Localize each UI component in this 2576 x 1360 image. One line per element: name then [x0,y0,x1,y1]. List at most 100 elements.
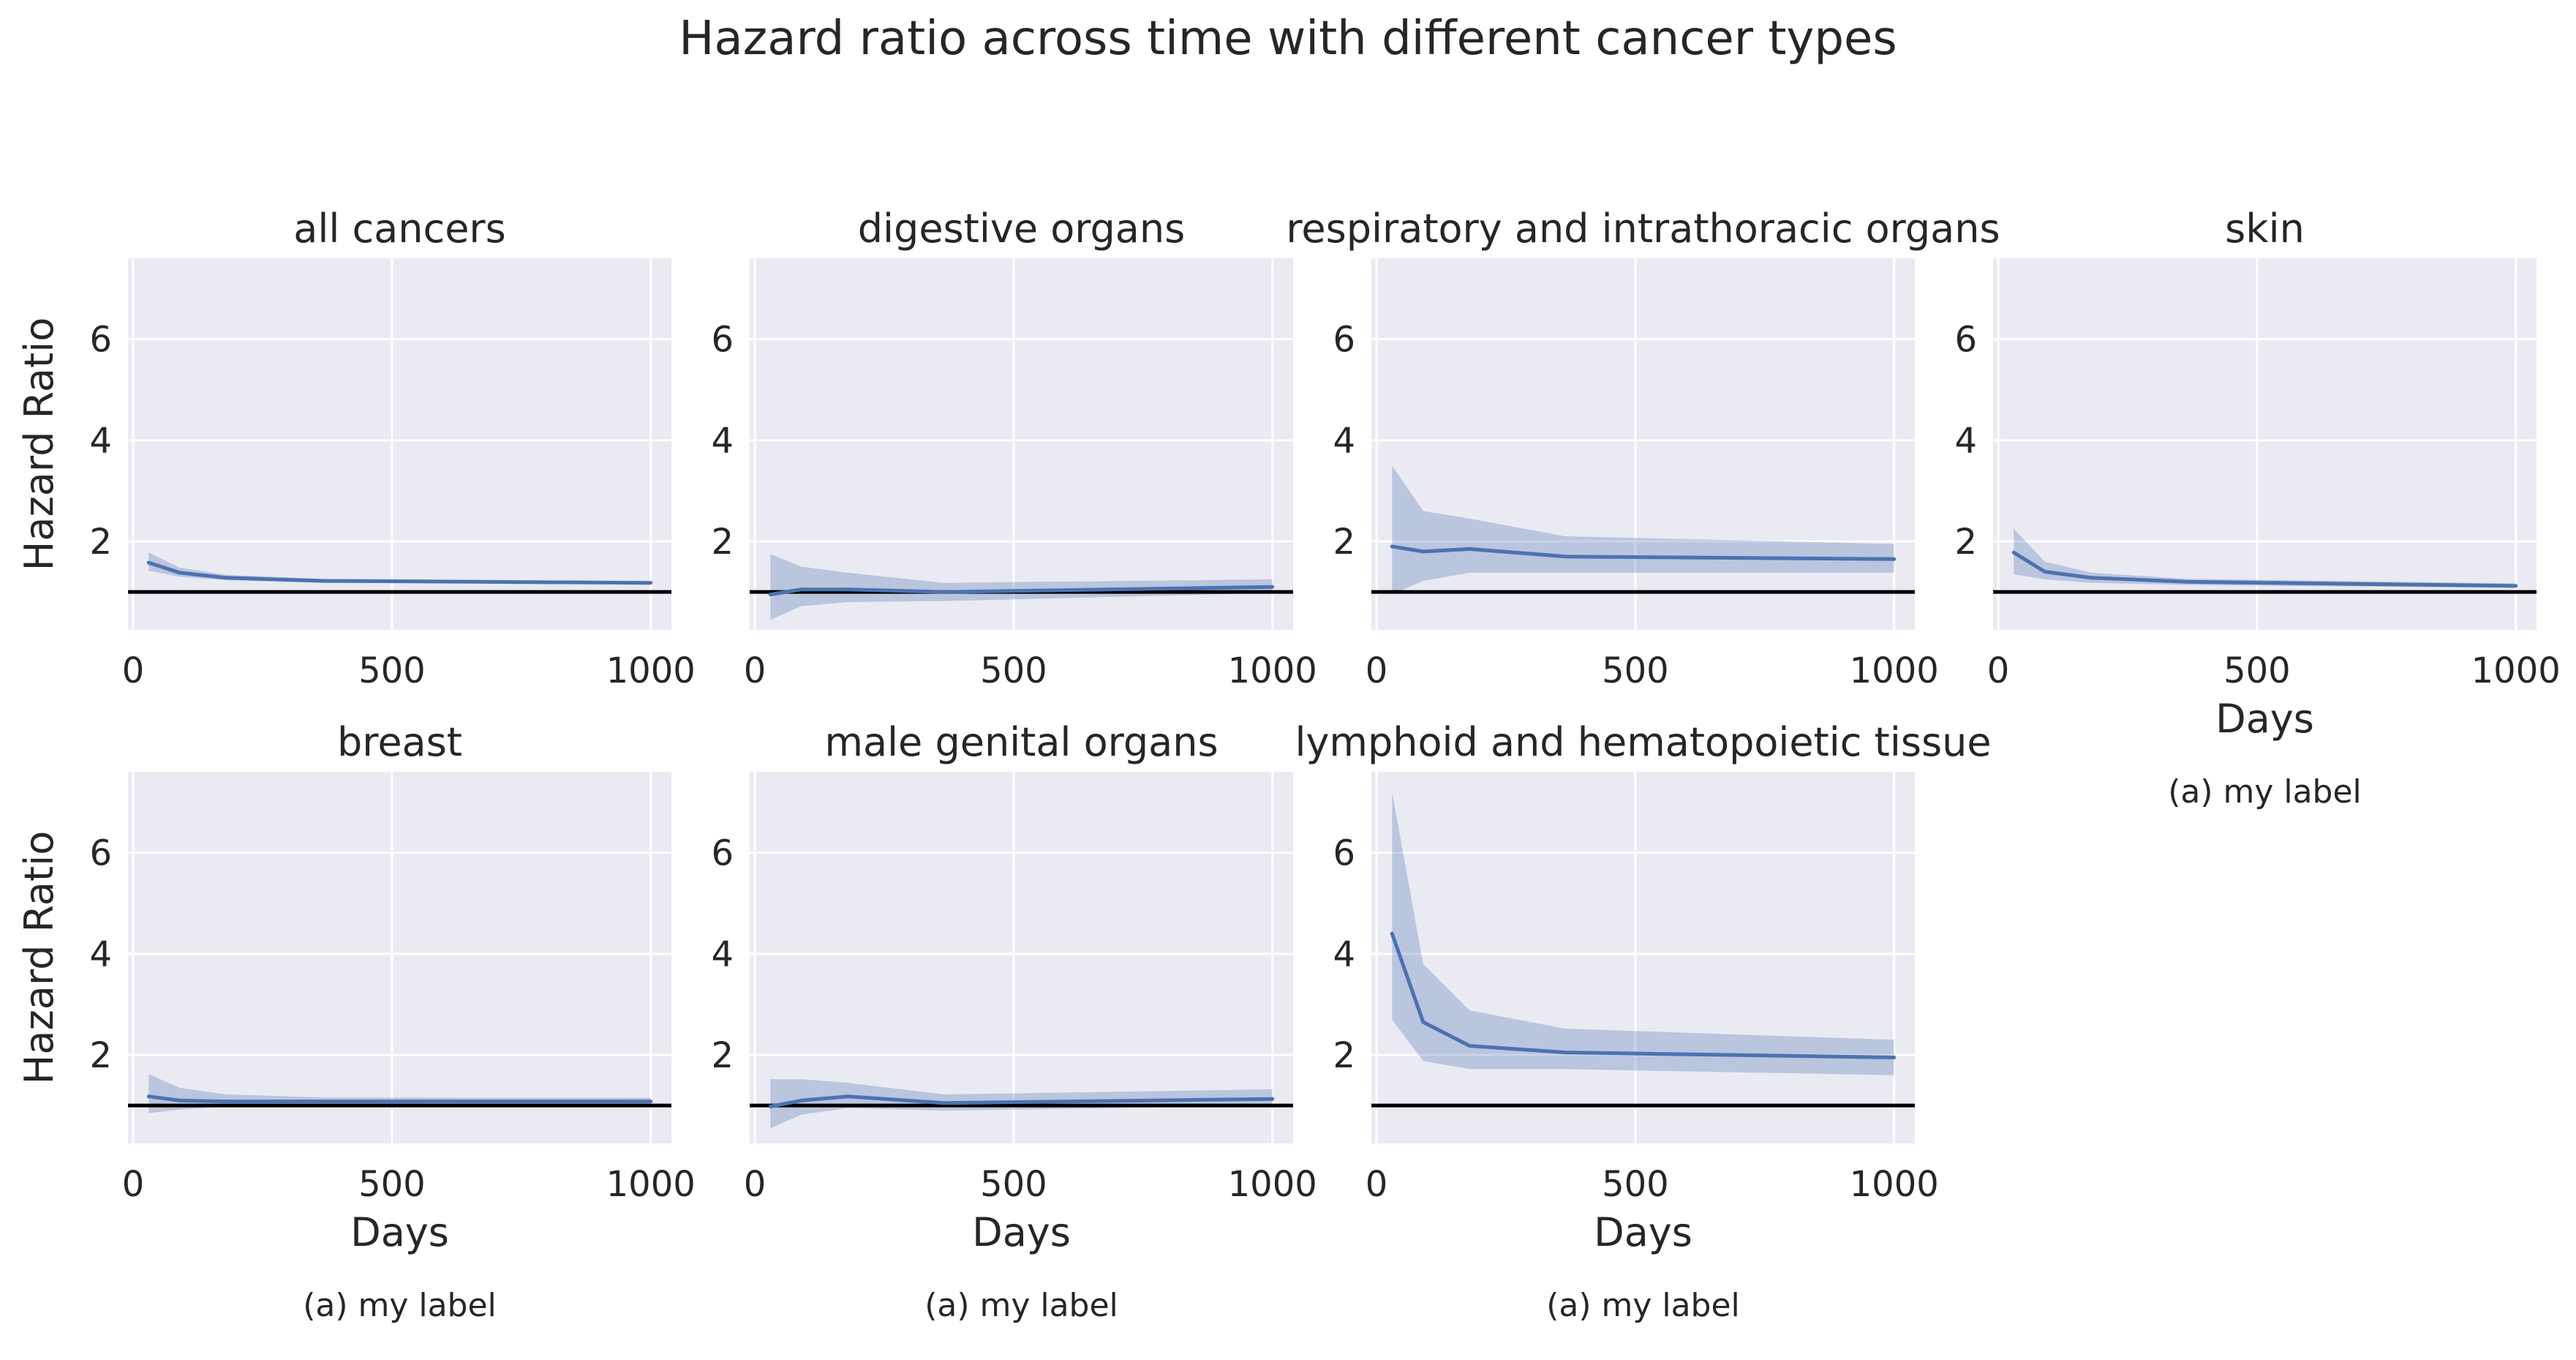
panel-title: all cancers [293,206,506,252]
data-point [1421,549,1426,554]
plot-background [750,258,1293,630]
y-tick-label: 4 [89,421,112,462]
data-point [2514,584,2518,588]
x-tick-label: 1000 [1228,1164,1317,1205]
y-tick-label: 4 [711,934,734,975]
data-point [224,1100,228,1104]
y-tick-label: 6 [89,833,112,874]
plot-background [1371,258,1915,630]
data-point [1390,931,1394,936]
y-tick-label: 2 [1333,1035,1355,1076]
data-point [846,1094,850,1099]
y-tick-label: 4 [1333,934,1355,975]
data-point [1390,544,1394,549]
panel-5: 0 500 1000 2 4 6 breast Hazard Ratio Days (a) my … [16,719,696,1324]
y-tick-label: 6 [1333,833,1355,874]
panel-6: 0 500 1000 2 4 6 male genital organs Days (a) my… [711,719,1317,1324]
data-point [1270,585,1275,589]
data-point [1421,1020,1426,1024]
x-axis-label: Days [1594,1209,1692,1255]
y-tick-label: 6 [1954,320,1977,361]
plot-background [128,772,671,1143]
panel-7: 0 500 1000 2 4 6 lymphoid and hematopoietic ti… [1295,719,1991,1324]
plot-background [1993,258,2537,630]
data-point [178,571,182,575]
data-point [1270,1097,1275,1101]
x-tick-label: 1000 [606,650,696,691]
plot-background [750,772,1293,1143]
data-point [846,587,850,592]
plot-background [128,258,671,630]
panel-3: 0 500 1000 2 4 6 respiratory and intrathoracic… [1286,206,2000,691]
x-tick-label: 1000 [2471,650,2561,691]
data-point [2185,579,2189,584]
y-tick-label: 2 [711,1035,734,1076]
data-point [799,587,804,592]
y-tick-label: 6 [1333,320,1355,361]
x-tick-label: 0 [744,650,767,691]
data-point [2043,570,2047,574]
data-point [799,1098,804,1102]
subplot-caption: (a) my label [924,1287,1118,1324]
data-point [1892,1056,1897,1060]
panel-2: 0 500 1000 2 4 6 digestive organs [711,206,1317,691]
x-tick-label: 0 [1366,650,1388,691]
y-tick-label: 2 [89,522,112,563]
panel-1: 0 500 1000 2 4 6 all cancers Hazard Ratio [16,206,696,691]
y-tick-label: 6 [89,320,112,361]
data-point [146,1094,151,1099]
x-tick-label: 500 [358,650,426,691]
panel-title: breast [337,719,462,765]
data-point [224,576,228,580]
y-tick-label: 6 [711,320,734,361]
y-tick-label: 4 [711,421,734,462]
x-tick-label: 0 [122,1164,145,1205]
data-point [1563,1051,1567,1055]
panel-title: skin [2225,206,2305,252]
x-tick-label: 1000 [1228,650,1317,691]
y-tick-label: 2 [1333,522,1355,563]
y-axis-label: Hazard Ratio [16,831,62,1084]
confidence-band [770,554,1273,620]
figure-title: Hazard ratio across time with different … [679,12,1897,66]
confidence-band [1392,465,1894,595]
x-tick-label: 1000 [606,1164,696,1205]
panels-group: 0 500 1000 2 4 6 all cancers Hazard Ratio 0 500 10… [16,206,2561,1324]
data-point [1892,557,1897,561]
y-tick-label: 4 [1333,421,1355,462]
data-point [941,590,946,594]
data-point [2011,550,2016,555]
y-tick-label: 2 [711,522,734,563]
data-point [1467,546,1472,551]
panel-title: lymphoid and hematopoietic tissue [1295,719,1991,765]
y-tick-label: 4 [89,934,112,975]
x-tick-label: 0 [122,650,145,691]
y-axis-label: Hazard Ratio [16,318,62,571]
data-point [768,593,772,597]
data-point [941,1101,946,1105]
confidence-band [148,1074,651,1113]
y-tick-label: 2 [1954,522,1977,563]
subplot-caption: (a) my label [2168,773,2362,811]
data-point [320,1100,324,1104]
panel-title: respiratory and intrathoracic organs [1286,206,2000,252]
x-tick-label: 1000 [1850,1164,1939,1205]
x-tick-label: 500 [2223,650,2291,691]
subplot-caption: (a) my label [1546,1287,1740,1324]
subplot-caption: (a) my label [303,1287,497,1324]
x-tick-label: 1000 [1850,650,1939,691]
data-point [320,579,324,583]
panel-title: digestive organs [858,206,1185,252]
x-axis-label: Days [350,1209,449,1255]
x-tick-label: 500 [1602,650,1669,691]
data-point [649,581,653,585]
x-axis-label: Days [2215,696,2314,742]
y-tick-label: 2 [89,1035,112,1076]
x-axis-label: Days [972,1209,1071,1255]
data-point [146,560,151,565]
y-tick-label: 4 [1954,421,1977,462]
data-point [649,1100,653,1104]
x-tick-label: 0 [1987,650,2010,691]
data-point [768,1105,772,1109]
